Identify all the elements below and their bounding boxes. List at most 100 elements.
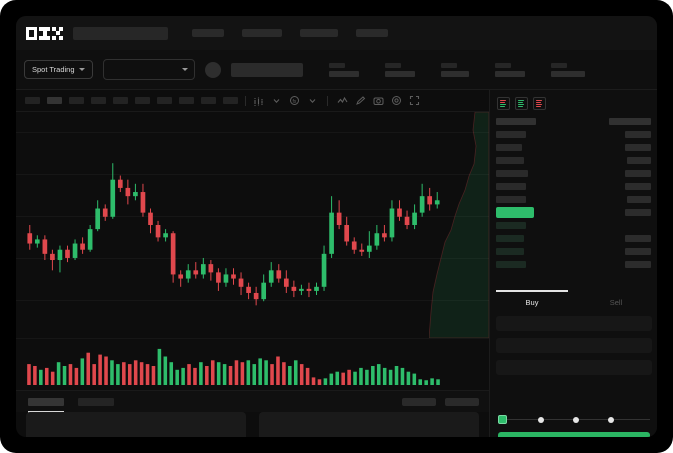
trading-mode-selector[interactable]: Spot Trading — [24, 60, 93, 79]
orderbook-mode-line — [518, 100, 525, 101]
orderbook-row-spread[interactable] — [496, 206, 651, 218]
orderbook-row-price — [496, 247, 524, 255]
orderbook-row-bid[interactable] — [496, 220, 651, 230]
orderbook-both-icon[interactable] — [497, 97, 510, 110]
orders-card-right[interactable] — [259, 412, 479, 437]
orderbook-row-price — [496, 221, 526, 229]
pencil-draw-icon[interactable] — [355, 95, 366, 106]
chevron-down-icon[interactable] — [271, 95, 282, 106]
orders-tab-bar — [16, 390, 489, 413]
orderbook-row-ask[interactable] — [496, 155, 651, 165]
timeframe-button-1[interactable] — [47, 97, 62, 104]
fullscreen-icon[interactable] — [409, 95, 420, 106]
market-stat-0 — [328, 62, 359, 77]
order-amount-slider[interactable] — [498, 414, 650, 426]
orderbook-row-price — [496, 156, 524, 164]
orderbook-header-right — [609, 117, 651, 125]
orderbook-row-bid[interactable] — [496, 233, 651, 243]
orderbook-row-price — [496, 260, 526, 268]
settings-gear-icon[interactable] — [391, 95, 402, 106]
active-tab-indicator — [496, 290, 568, 292]
depth-overlay-chart — [429, 112, 489, 338]
market-stat-value-0 — [328, 70, 359, 77]
orderbook-mode-line — [536, 100, 543, 101]
active-tab-indicator — [28, 411, 64, 413]
nav-link-2[interactable] — [300, 29, 338, 37]
chart-toolbar: fx — [16, 90, 489, 112]
orderbook-row-price — [496, 206, 534, 218]
order-type-field[interactable] — [496, 316, 652, 331]
indicator-icon[interactable]: fx — [289, 95, 300, 106]
timeframe-button-2[interactable] — [69, 97, 84, 104]
orderbook-row-bid[interactable] — [496, 246, 651, 256]
top-navigation-bar — [16, 16, 657, 50]
orderbook-row-amount — [625, 169, 651, 177]
slider-stop-50[interactable] — [573, 416, 579, 423]
market-stat-3 — [494, 62, 525, 77]
line-chart-icon[interactable] — [337, 95, 348, 106]
timeframe-button-4[interactable] — [113, 97, 128, 104]
slider-stop-25[interactable] — [538, 416, 544, 423]
timeframe-button-8[interactable] — [201, 97, 216, 104]
timeframe-button-0[interactable] — [25, 97, 40, 104]
volume-chart[interactable] — [16, 338, 489, 390]
orderbook-row-ask[interactable] — [496, 129, 651, 139]
timeframe-button-3[interactable] — [91, 97, 106, 104]
nav-link-1[interactable] — [242, 29, 282, 37]
okx-logo[interactable] — [26, 26, 63, 40]
orderbook-header-row — [496, 116, 651, 126]
orders-tab-0[interactable] — [28, 397, 64, 413]
orderbook-header-left — [496, 117, 536, 125]
orderbook-row-bid[interactable] — [496, 259, 651, 269]
order-price-field[interactable] — [496, 338, 652, 353]
orderbook-row-ask[interactable] — [496, 168, 651, 178]
market-subheader: Spot Trading — [16, 50, 657, 90]
orderbook-row-amount — [625, 208, 651, 216]
timeframe-button-9[interactable] — [223, 97, 238, 104]
orders-tab-1[interactable] — [78, 397, 114, 406]
tab-sell-label: Sell — [609, 297, 623, 307]
nav-link-0[interactable] — [192, 29, 224, 37]
nav-links — [192, 29, 388, 37]
chevron-down-icon[interactable] — [307, 95, 318, 106]
orders-card-left[interactable] — [26, 412, 246, 437]
timeframe-button-7[interactable] — [179, 97, 194, 104]
nav-link-3[interactable] — [356, 29, 388, 37]
orderbook-mode-line — [536, 106, 541, 107]
orders-action-0[interactable] — [402, 397, 436, 406]
market-stat-value-1 — [384, 70, 415, 77]
candlestick-chart-icon[interactable] — [253, 95, 264, 106]
svg-text:fx: fx — [293, 99, 297, 105]
gridline-0 — [16, 132, 489, 133]
order-amount-field[interactable] — [496, 360, 652, 375]
orderbook-row-ask[interactable] — [496, 181, 651, 191]
pair-selector[interactable] — [102, 59, 195, 80]
orders-action-1[interactable] — [445, 397, 479, 406]
slider-stop-75[interactable] — [608, 416, 614, 423]
toolbar-divider — [245, 95, 246, 106]
chevron-down-icon — [78, 68, 85, 71]
orderbook-row-amount — [631, 222, 651, 229]
tab-buy[interactable]: Buy — [490, 290, 574, 314]
tab-sell[interactable]: Sell — [574, 290, 657, 314]
orderbook-mode-line — [500, 106, 505, 107]
timeframe-button-5[interactable] — [135, 97, 150, 104]
timeframe-button-6[interactable] — [157, 97, 172, 104]
orderbook-row-amount — [625, 260, 651, 268]
price-chart[interactable] — [16, 112, 489, 338]
gridline-1 — [16, 174, 489, 175]
logo-letter-x — [52, 26, 63, 40]
orderbook-row-ask[interactable] — [496, 142, 651, 152]
slider-handle[interactable] — [498, 415, 507, 424]
orderbook-row-price — [496, 143, 522, 151]
global-search-input[interactable] — [73, 26, 168, 40]
market-stat-label-3 — [494, 62, 511, 68]
orderbook-asks-icon[interactable] — [533, 97, 546, 110]
orderbook-rows — [490, 116, 657, 308]
camera-icon[interactable] — [373, 95, 384, 106]
gridline-2 — [16, 216, 489, 217]
submit-order-button[interactable] — [498, 432, 650, 437]
orderbook-bids-icon[interactable] — [515, 97, 528, 110]
orderbook-row-ask[interactable] — [496, 194, 651, 204]
